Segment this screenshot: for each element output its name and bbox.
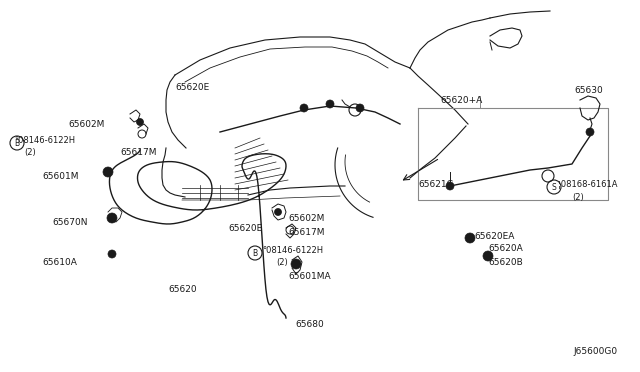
Circle shape: [465, 233, 475, 243]
Text: 65670N: 65670N: [52, 218, 88, 227]
Text: B: B: [252, 248, 257, 257]
Text: J65600G0: J65600G0: [574, 347, 618, 356]
Text: 65620E: 65620E: [228, 224, 262, 233]
Circle shape: [136, 119, 143, 125]
Text: 65620B: 65620B: [488, 258, 523, 267]
Circle shape: [108, 250, 116, 258]
Circle shape: [103, 167, 113, 177]
Circle shape: [446, 182, 454, 190]
Text: (2): (2): [24, 148, 36, 157]
Text: °08146-6122H: °08146-6122H: [262, 246, 323, 255]
Text: B: B: [15, 138, 20, 148]
Circle shape: [356, 104, 364, 112]
Circle shape: [483, 251, 493, 261]
Text: 65630: 65630: [574, 86, 603, 95]
Text: 65610A: 65610A: [42, 258, 77, 267]
Circle shape: [326, 100, 334, 108]
Text: 65620+A: 65620+A: [440, 96, 483, 105]
Text: 65602M: 65602M: [288, 214, 324, 223]
Text: 65620EA: 65620EA: [474, 232, 515, 241]
Circle shape: [275, 208, 282, 215]
Text: 65617M: 65617M: [288, 228, 324, 237]
Circle shape: [300, 104, 308, 112]
Text: 65620A: 65620A: [488, 244, 523, 253]
Circle shape: [107, 213, 117, 223]
Text: (2): (2): [572, 193, 584, 202]
Text: 65617M: 65617M: [120, 148, 157, 157]
Text: 65620: 65620: [168, 285, 196, 294]
Text: (2): (2): [276, 258, 288, 267]
Circle shape: [586, 128, 594, 136]
Text: 65601MA: 65601MA: [288, 272, 331, 281]
Text: 65621G: 65621G: [418, 180, 454, 189]
Text: 65680: 65680: [295, 320, 324, 329]
Circle shape: [291, 259, 301, 269]
Text: ¦08168-6161A: ¦08168-6161A: [558, 180, 618, 189]
Text: °08146-6122H: °08146-6122H: [14, 136, 75, 145]
Text: 65601M: 65601M: [42, 172, 79, 181]
Text: 65602M: 65602M: [68, 120, 104, 129]
Text: S: S: [552, 183, 556, 192]
Text: 65620E: 65620E: [175, 83, 209, 92]
